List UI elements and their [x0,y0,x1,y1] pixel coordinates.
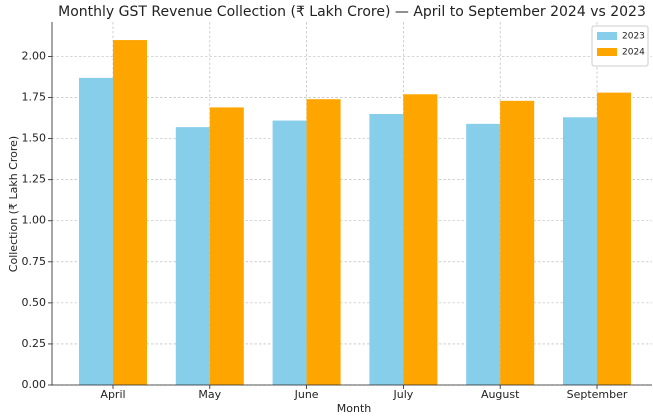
x-tick-label: April [100,388,125,401]
bar [403,94,438,386]
y-tick-label: 1.75 [22,91,47,104]
bar [209,107,244,385]
bar [272,120,307,385]
bar [369,113,404,385]
x-tick-label: May [198,388,221,401]
axes-frame [51,22,652,386]
y-tick-label: 2.00 [22,49,47,62]
bar [563,117,597,385]
bar [500,100,535,386]
bar [79,77,113,385]
y-axis-label: Collection (₹ Lakh Crore) [7,136,20,272]
legend: 2023 2024 [591,25,649,67]
bar [113,40,147,386]
bar [175,127,210,386]
legend-swatch [597,48,617,56]
chart-title: Monthly GST Revenue Collection (₹ Lakh C… [58,4,646,20]
y-tick-label: 1.25 [22,173,47,186]
y-tick-label: 0.00 [22,378,47,391]
y-tick-label: 0.75 [22,255,47,268]
legend-label: 2023 [622,32,645,42]
y-tick-label: 0.50 [22,296,47,309]
legend-swatch [597,32,617,40]
legend-label: 2024 [622,48,645,58]
y-tick-label: 0.25 [22,337,47,350]
x-axis-label: Month [337,402,372,415]
x-tick-label: August [481,388,520,401]
y-tick-label: 1.50 [22,132,47,145]
bar [306,99,341,385]
y-tick-label: 1.00 [22,214,47,227]
x-tick-label: September [567,388,628,401]
bar [466,123,501,386]
x-tick-label: July [393,388,414,401]
bar [597,92,631,385]
x-tick-label: June [294,388,319,401]
